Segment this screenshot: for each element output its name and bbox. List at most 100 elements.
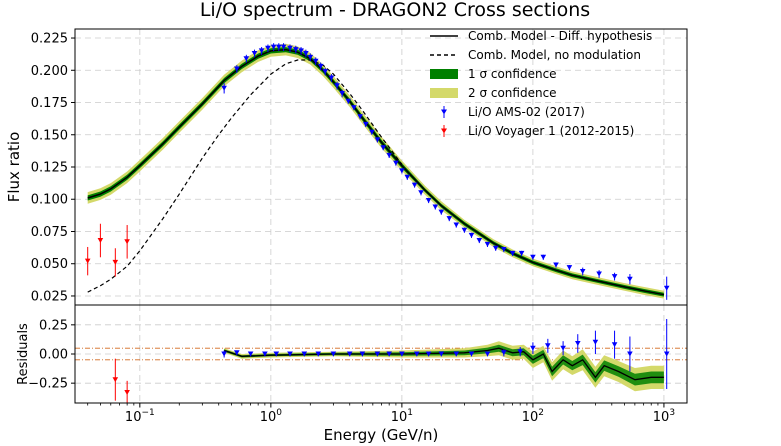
x-tick-base: 10 xyxy=(260,410,277,425)
x-tick-exponent: −1 xyxy=(141,408,154,418)
residual-curve xyxy=(223,347,664,381)
ams-point xyxy=(287,45,293,51)
ams-point xyxy=(461,227,468,233)
ams-point xyxy=(328,75,335,81)
ams-point xyxy=(611,274,618,280)
y-tick-label: 0.200 xyxy=(31,64,68,79)
residual-tick-label: −0.25 xyxy=(28,377,68,392)
residual-band xyxy=(224,341,664,392)
y-tick-label: 0.175 xyxy=(31,96,68,111)
ams-point xyxy=(258,48,265,54)
residual-ams-point xyxy=(530,345,536,351)
x-tick-base: 10 xyxy=(391,410,408,425)
ams-point xyxy=(276,44,282,50)
ams-point xyxy=(501,247,507,252)
y-tick-label: 0.225 xyxy=(31,32,68,47)
residual-ams-point xyxy=(346,351,353,357)
ams-point xyxy=(432,204,439,210)
legend-label: Comb. Model - Diff. hypothesis xyxy=(468,29,652,43)
x-axis-ticks: 10−1 100 101 102 103 xyxy=(87,403,675,425)
ams-point xyxy=(380,145,386,151)
ams-point xyxy=(386,152,392,158)
ams-point xyxy=(509,250,516,256)
ams-point xyxy=(404,174,411,180)
one-sigma-band xyxy=(87,47,664,297)
ams-point xyxy=(351,105,357,111)
ams-point xyxy=(627,276,633,282)
ams-point xyxy=(566,265,573,271)
ams-point xyxy=(579,269,586,274)
ams-point xyxy=(453,222,460,228)
y-axis-label: Flux ratio xyxy=(5,132,23,203)
ams-point xyxy=(317,63,324,69)
residual-ams-point xyxy=(545,343,551,349)
y-tick-label: 0.050 xyxy=(31,257,68,272)
ams-point xyxy=(663,285,670,291)
residual-ams-point xyxy=(301,351,308,357)
residual-ams-point xyxy=(374,351,381,357)
legend-marker xyxy=(441,109,447,115)
residual-ams-point xyxy=(425,351,432,357)
x-tick-base: 10 xyxy=(125,410,142,425)
x-tick-base: 10 xyxy=(653,410,670,425)
residual-ams-point xyxy=(234,350,240,356)
residuals-panel: 0.25 0.00 −0.25 Residuals xyxy=(16,304,688,404)
main-panel: 0.025 0.050 0.075 0.100 0.125 0.150 0.175 0.200… xyxy=(5,28,688,306)
residual-two-sigma-area xyxy=(224,341,664,392)
legend-label: 1 σ confidence xyxy=(468,67,557,81)
ams-point xyxy=(446,216,453,222)
ams-point xyxy=(357,114,363,120)
ams-point xyxy=(518,250,525,256)
residual-ams-point xyxy=(468,351,475,357)
residual-ams-point xyxy=(517,349,523,355)
x-tick-exponent: 0 xyxy=(276,408,282,418)
ams-point xyxy=(484,241,491,247)
y-tick-label: 0.075 xyxy=(31,225,68,240)
residual-voyager-point xyxy=(112,377,119,383)
legend-label: Li/O Voyager 1 (2012-2015) xyxy=(468,124,634,138)
legend-label: Li/O AMS-02 (2017) xyxy=(468,105,585,119)
ams-point xyxy=(293,47,299,53)
legend-label: Comb. Model, no modulation xyxy=(468,48,641,62)
residual-ams-point xyxy=(247,351,254,357)
ams-point xyxy=(530,254,536,260)
two-sigma-area xyxy=(87,43,664,299)
x-tick-exponent: 1 xyxy=(407,408,413,418)
legend: Comb. Model - Diff. hypothesis Comb. Mode… xyxy=(430,29,652,138)
ams-point xyxy=(399,168,405,174)
residual-ams-point xyxy=(221,351,227,357)
residual-ams-point xyxy=(287,351,293,357)
voyager-point xyxy=(124,239,130,245)
x-tick-label: 10−1 xyxy=(125,408,155,425)
ams-point xyxy=(270,44,277,50)
x-tick-label: 103 xyxy=(653,408,675,425)
ams-point xyxy=(393,160,399,166)
ams-point xyxy=(243,56,250,62)
residual-ams-point xyxy=(359,351,366,357)
ams-point xyxy=(374,137,381,143)
legend-swatch xyxy=(430,88,458,98)
residual-ams-point xyxy=(501,350,507,356)
voyager-point xyxy=(112,259,119,265)
ams-point xyxy=(339,91,345,96)
x-tick-exponent: 2 xyxy=(538,408,544,418)
ams-point xyxy=(438,209,445,215)
residual-ams-point xyxy=(663,351,670,357)
legend-swatch xyxy=(430,69,458,79)
model-line xyxy=(87,48,665,296)
residual-ams-point xyxy=(315,351,322,357)
y-tick-label: 0.025 xyxy=(31,289,68,304)
main-grid xyxy=(75,29,687,305)
residual-ams-point xyxy=(273,351,280,357)
residual-ams-point xyxy=(560,345,566,351)
ams-point xyxy=(265,45,271,51)
y-tick-label: 0.125 xyxy=(31,161,68,176)
no-modulation-curve xyxy=(87,59,403,293)
residual-ams-point xyxy=(330,351,337,357)
ams-point xyxy=(221,85,227,91)
residual-tick-label: 0.00 xyxy=(39,348,68,363)
residual-tick-label: 0.25 xyxy=(39,318,68,333)
ams-point xyxy=(540,254,547,260)
ams-point xyxy=(303,51,309,56)
